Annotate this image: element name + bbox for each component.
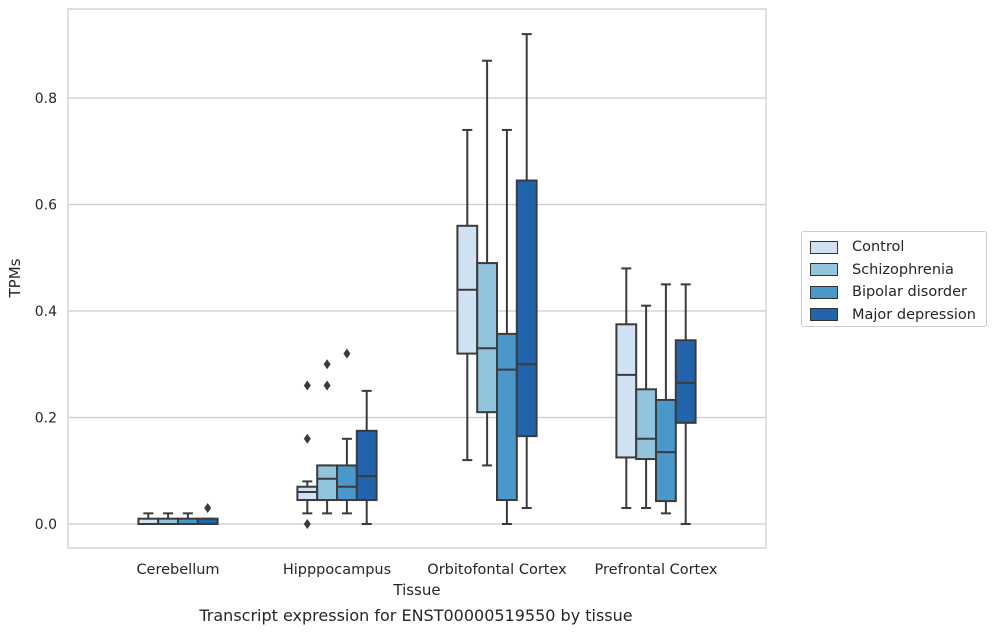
x-tick-label: Orbitofontal Cortex	[427, 562, 567, 578]
iqr-box	[355, 429, 378, 502]
legend-item-control: Control	[810, 236, 978, 259]
iqr-box	[635, 388, 658, 461]
y-tick-label: 0.4	[35, 304, 57, 320]
plot-area-frame	[67, 8, 767, 549]
box-schizophrenia	[316, 359, 339, 515]
iqr-box	[316, 464, 339, 502]
y-tick-label: 0.6	[35, 198, 57, 214]
y-tick-label: 0.2	[35, 411, 57, 427]
legend-item-schizophrenia: Schizophrenia	[810, 259, 978, 282]
outlier-point	[303, 519, 311, 529]
box-control	[296, 380, 319, 529]
chart-caption: Transcript expression for ENST0000051955…	[199, 606, 633, 625]
x-tick-label: Hipppocampus	[283, 562, 391, 578]
box-bipolar-disorder	[496, 128, 518, 525]
box-schizophrenia	[635, 304, 658, 510]
boxes	[137, 33, 697, 529]
y-tick-labels: 0.0 0.2 0.4 0.6 0.8	[35, 91, 57, 533]
box-control	[137, 512, 160, 525]
outlier-point	[343, 348, 351, 359]
legend-item-major-depression: Major depression	[810, 304, 978, 327]
y-tick-label: 0.0	[35, 517, 57, 533]
legend-swatch-schizophrenia	[810, 263, 838, 277]
legend-swatch-control	[810, 240, 838, 254]
outlier-point	[204, 503, 212, 514]
iqr-box	[655, 398, 677, 503]
iqr-box	[296, 485, 319, 502]
outlier-point	[303, 380, 311, 391]
iqr-box	[615, 323, 638, 459]
legend-item-bipolar-disorder: Bipolar disorder	[810, 281, 978, 304]
x-tick-label: Cerebellum	[136, 562, 219, 578]
x-axis-label: Tissue	[392, 581, 440, 599]
legend: Control Schizophrenia Bipolar disorder M…	[801, 231, 987, 327]
box-control	[456, 128, 479, 462]
x-tick-labels: Cerebellum Hipppocampus Orbitofontal Corte…	[136, 562, 717, 578]
iqr-box	[515, 179, 538, 438]
box-schizophrenia	[476, 59, 499, 467]
outlier-point	[323, 380, 331, 391]
legend-label: Major depression	[852, 306, 976, 323]
box-bipolar-disorder	[177, 512, 199, 525]
iqr-box	[496, 332, 518, 502]
iqr-box	[674, 339, 697, 424]
box-major-depression	[515, 33, 538, 510]
box-bipolar-disorder	[336, 348, 358, 515]
outlier-point	[323, 359, 331, 370]
box-major-depression	[355, 389, 378, 525]
box-control	[615, 267, 638, 510]
legend-swatch-bipolar-disorder	[810, 285, 838, 299]
legend-label: Bipolar disorder	[852, 284, 967, 301]
iqr-box	[336, 464, 358, 502]
legend-label: Control	[852, 239, 905, 256]
box-schizophrenia	[157, 512, 179, 525]
outlier-point	[303, 433, 311, 444]
legend-label: Schizophrenia	[852, 261, 954, 278]
y-tick-label: 0.8	[35, 91, 57, 107]
y-axis-label: TPMs	[6, 258, 24, 298]
box-major-depression	[674, 283, 697, 525]
iqr-box	[476, 262, 499, 414]
box-major-depression	[196, 503, 219, 525]
box-bipolar-disorder	[655, 283, 677, 515]
legend-swatch-major-depression	[810, 308, 838, 322]
x-tick-label: Prefrontal Cortex	[595, 562, 718, 578]
